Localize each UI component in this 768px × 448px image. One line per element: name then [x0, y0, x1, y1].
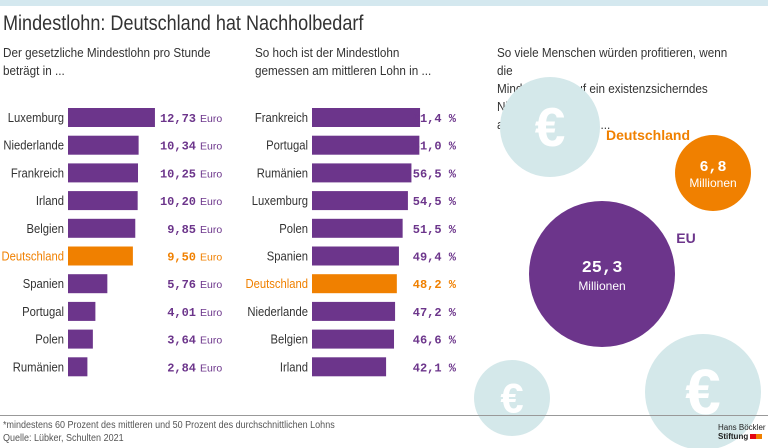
value-label: 42,1 % [413, 361, 457, 375]
bar [68, 163, 139, 183]
bar [312, 135, 420, 155]
value-label: 3,64 [167, 334, 196, 348]
bar [68, 246, 133, 266]
value-label: 49,4 % [413, 251, 457, 265]
bar [312, 301, 396, 321]
value-label: 10,25 [160, 167, 196, 181]
category-label: Rumänien [13, 360, 64, 375]
bar [312, 108, 421, 127]
euro-circle [645, 334, 761, 448]
category-label: Luxemburg [252, 194, 308, 209]
logo-line2-text: Stiftung [718, 432, 749, 441]
subtitle-ratio: So hoch ist der Mindestlohn gemessen am … [255, 45, 432, 78]
logo-line1: Hans Böckler [718, 423, 766, 432]
bar [312, 218, 403, 238]
category-label: Polen [35, 332, 64, 347]
unit-label: Euro [200, 168, 222, 180]
bubble-unit: Millionen [689, 176, 736, 190]
category-label: Frankreich [11, 166, 64, 181]
category-label: Deutschland [246, 277, 308, 292]
euro-circle [474, 360, 550, 436]
category-label: Niederlande [3, 138, 64, 153]
logo-line2: Stiftung [718, 432, 766, 441]
unit-label: Euro [200, 252, 222, 264]
unit-label: Euro [200, 279, 222, 291]
category-label: Frankreich [255, 110, 308, 125]
bubble-deutschland [675, 135, 751, 211]
category-label: Deutschland [2, 249, 64, 264]
bar [68, 329, 93, 349]
value-label: 2,84 [167, 361, 196, 375]
value-label: 56,5 % [413, 167, 457, 181]
footnote: *mindestens 60 Prozent des mittleren und… [3, 420, 335, 431]
value-label: 10,34 [160, 140, 196, 154]
bar [68, 301, 96, 321]
bubble-name: EU [676, 230, 695, 246]
bar [68, 218, 136, 238]
subtitle-wage: Der gesetzliche Mindestlohn pro Stunde b… [3, 45, 211, 78]
value-label: 48,2 % [413, 278, 457, 292]
unit-label: Euro [200, 224, 222, 236]
value-label: 47,2 % [413, 306, 457, 320]
value-label: 4,01 [167, 306, 196, 320]
euro-circle [500, 77, 600, 177]
unit-label: Euro [200, 141, 222, 153]
unit-label: Euro [200, 196, 222, 208]
footer-divider [0, 415, 768, 416]
category-label: Portugal [266, 138, 308, 153]
bar [312, 357, 387, 377]
category-label: Irland [36, 194, 64, 209]
bar [312, 246, 399, 266]
category-label: Spanien [267, 249, 308, 264]
bar [312, 163, 412, 183]
bar [68, 108, 155, 127]
bubble-eu [529, 201, 675, 347]
bar [312, 329, 395, 349]
bar [68, 274, 108, 294]
category-label: Spanien [23, 277, 64, 292]
bar [312, 191, 408, 211]
euro-icon: € [500, 374, 523, 421]
value-label: 54,5 % [413, 195, 457, 209]
value-label: 9,50 [167, 251, 196, 265]
category-label: Luxemburg [8, 110, 64, 125]
category-label: Belgien [271, 332, 308, 347]
value-label: 12,73 [160, 112, 196, 126]
value-label: 61,4 % [413, 112, 457, 126]
bubble-value: 6,8 [699, 159, 726, 176]
value-label: 46,6 % [413, 334, 457, 348]
bar [68, 191, 138, 211]
category-label: Portugal [22, 304, 64, 319]
unit-label: Euro [200, 307, 222, 319]
source: Quelle: Lübker, Schulten 2021 [3, 433, 124, 444]
category-label: Niederlande [247, 304, 308, 319]
bubble-name: Deutschland [606, 127, 690, 143]
category-label: Belgien [27, 221, 64, 236]
value-label: 51,5 % [413, 223, 457, 237]
bar [68, 135, 139, 155]
bar [68, 357, 88, 377]
euro-icon: € [685, 356, 720, 428]
bubble-value: 25,3 [582, 259, 623, 278]
unit-label: Euro [200, 113, 222, 125]
value-label: 5,76 [167, 278, 196, 292]
page-title: Mindestlohn: Deutschland hat Nachholbeda… [3, 12, 364, 35]
value-label: 61,0 % [413, 140, 457, 154]
value-label: 10,20 [160, 195, 196, 209]
unit-label: Euro [200, 362, 222, 374]
euro-icon: € [535, 96, 566, 158]
category-label: Irland [280, 360, 308, 375]
top-bar [0, 0, 768, 6]
bar [312, 274, 397, 294]
value-label: 9,85 [167, 223, 196, 237]
unit-label: Euro [200, 335, 222, 347]
category-label: Rumänien [257, 166, 308, 181]
category-label: Polen [279, 221, 308, 236]
logo: Hans Böckler Stiftung [718, 423, 766, 441]
bubble-unit: Millionen [578, 279, 625, 293]
